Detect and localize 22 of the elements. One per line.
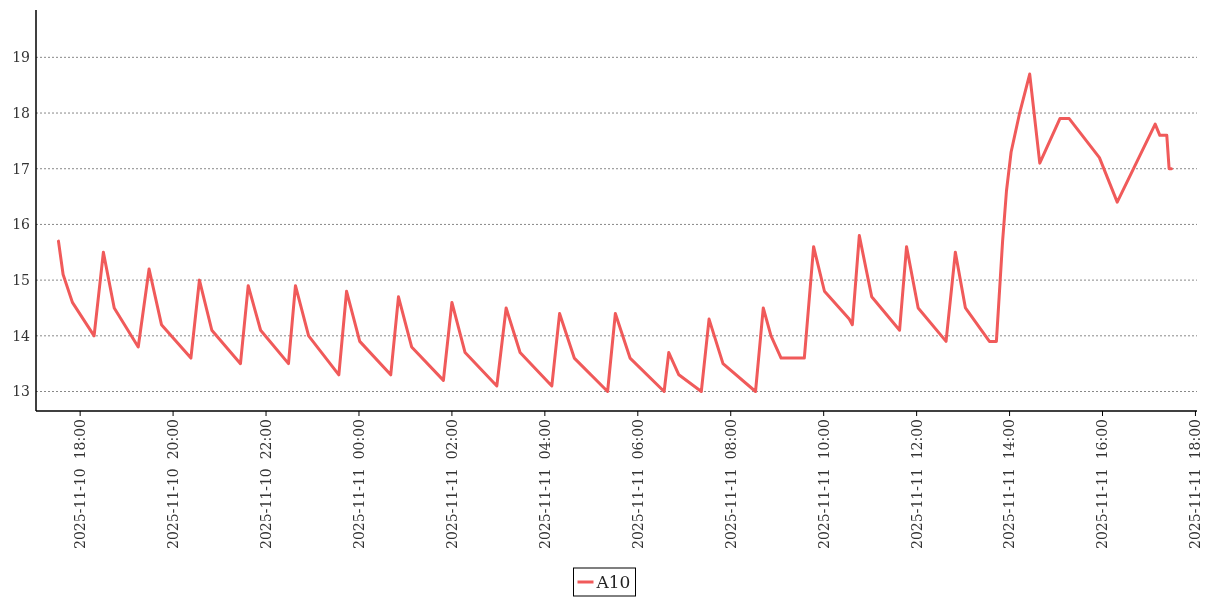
x-tick-label: 2025-11-11 12:00 [908,419,925,549]
x-tick-label: 2025-11-10 22:00 [257,419,274,549]
y-tick-label: 19 [12,49,30,66]
x-tick-label: 2025-11-10 20:00 [164,419,181,549]
x-tick-label: 2025-11-11 10:00 [815,419,832,549]
x-tick-label: 2025-11-11 16:00 [1094,419,1111,549]
x-tick-label: 2025-11-11 04:00 [536,419,553,549]
x-tick-label: 2025-11-11 06:00 [629,419,646,549]
x-tick-label: 2025-11-11 00:00 [350,419,367,549]
x-tick-label: 2025-11-11 18:00 [1187,419,1204,549]
y-tick-label: 15 [12,272,30,289]
x-tick-label: 2025-11-11 14:00 [1001,419,1018,549]
x-tick-label: 2025-11-11 02:00 [443,419,460,549]
line-series [56,72,1173,394]
y-tick-label: 13 [12,383,30,400]
y-tick-label: 17 [12,160,30,177]
y-tick-label: 18 [12,104,30,121]
x-tick-label: 2025-11-11 08:00 [722,419,739,549]
x-tick-label: 2025-11-10 18:00 [72,419,89,549]
y-tick-label: 14 [12,327,31,344]
y-tick-label: 16 [12,216,31,233]
legend-label: A10 [595,571,631,592]
